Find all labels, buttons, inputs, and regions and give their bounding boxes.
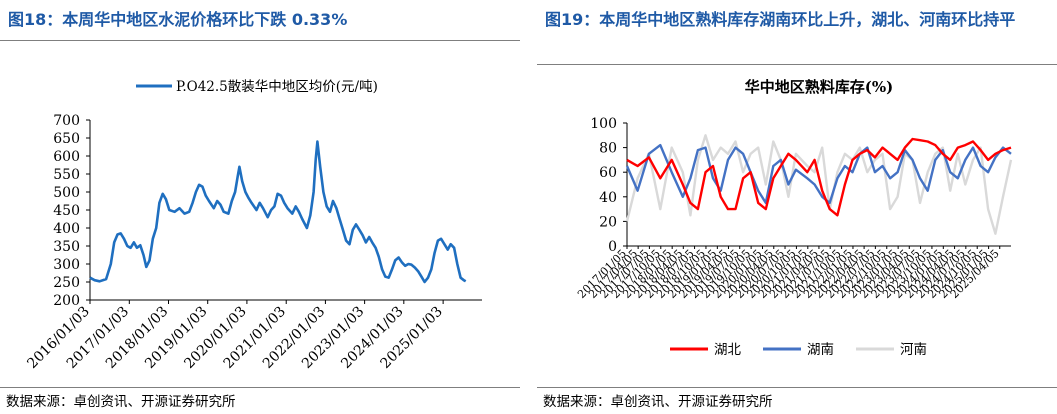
y-tick-label: 100 — [590, 116, 617, 132]
y-tick-label: 20 — [599, 214, 617, 230]
y-tick-label: 40 — [599, 190, 617, 206]
chart-title: 华中地区熟料库存(%) — [745, 78, 893, 96]
source-note: 数据来源：卓创资讯、开源证券研究所 — [6, 394, 236, 410]
source-note: 数据来源：卓创资讯、开源证券研究所 — [543, 394, 773, 410]
y-tick-label: 400 — [53, 221, 80, 237]
y-tick-label: 60 — [599, 165, 617, 181]
y-tick-label: 700 — [53, 113, 80, 129]
title-divider — [537, 64, 1057, 65]
title-divider — [0, 40, 520, 41]
y-tick-label: 200 — [53, 293, 80, 309]
cement-price-chart: 2002503003504004505005506006507002016/01… — [24, 79, 482, 372]
series-line-hubei — [626, 137, 1012, 217]
panel-clinker-inventory: 图19：本周华中地区熟料库存湖南环比上升，湖北、河南环比持平 华中地区熟料库存(… — [537, 0, 1057, 414]
legend-label-hunan: 湖南 — [807, 342, 834, 358]
y-tick-label: 500 — [53, 185, 80, 201]
figure-title: 图19：本周华中地区熟料库存湖南环比上升，湖北、河南环比持平 — [545, 10, 1016, 29]
y-tick-label: 0 — [608, 239, 617, 255]
y-tick-label: 600 — [53, 149, 80, 165]
y-tick-label: 80 — [599, 141, 617, 157]
y-tick-label: 300 — [53, 257, 80, 273]
source-divider — [0, 387, 520, 388]
legend-label-henan: 河南 — [900, 342, 927, 358]
y-tick-label: 550 — [53, 167, 80, 183]
y-tick-label: 250 — [53, 275, 80, 291]
series-line-price — [89, 140, 467, 284]
figure-title: 图18：本周华中地区水泥价格环比下跌 0.33% — [8, 10, 348, 29]
y-tick-label: 650 — [53, 131, 80, 147]
legend-label-hubei: 湖北 — [714, 342, 742, 358]
y-tick-label: 450 — [53, 203, 80, 219]
y-tick-label: 350 — [53, 239, 80, 255]
legend-label: P.O42.5散装华中地区均价(元/吨) — [176, 79, 378, 95]
clinker-inventory-chart: 华中地区熟料库存(%)0204060801002017/01/052017/04… — [575, 78, 1013, 358]
panel-cement-price: 图18：本周华中地区水泥价格环比下跌 0.33% 200 250 300 350 400… — [0, 0, 520, 414]
series-line-hunan — [625, 143, 1012, 205]
series-line-henan — [625, 134, 1013, 235]
source-divider — [537, 387, 1057, 388]
